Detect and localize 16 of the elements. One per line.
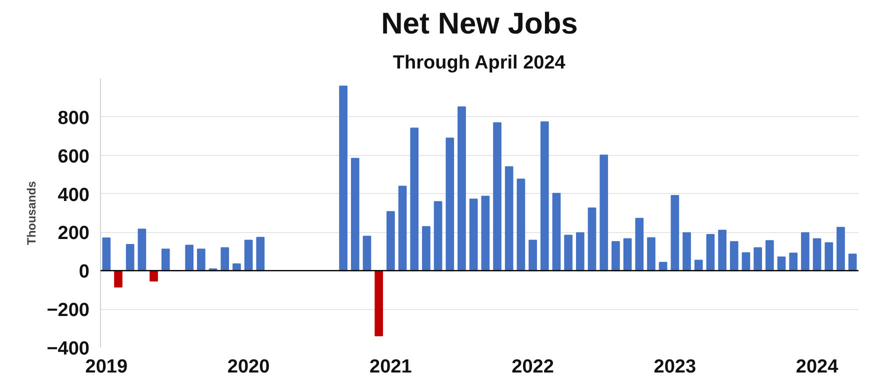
chart-title: Net New Jobs: [381, 8, 578, 40]
x-tick-label: 2021: [370, 356, 412, 377]
y-tick-label: 0: [78, 262, 90, 283]
x-tick-label: 2020: [227, 356, 270, 377]
y-tick-label: 400: [58, 184, 90, 206]
y-tick-label: 200: [58, 223, 90, 244]
y-tick-label: −400: [46, 338, 90, 360]
x-tick-label: 2019: [85, 356, 128, 377]
chart-subtitle: Through April 2024: [392, 52, 566, 74]
y-tick-label: 600: [58, 146, 90, 168]
y-tick-label: −200: [46, 300, 90, 322]
x-tick-label: 2022: [512, 356, 554, 377]
x-tick-label: 2024: [796, 356, 839, 377]
y-axis-title: Thousands: [24, 180, 39, 245]
x-tick-label: 2023: [654, 356, 696, 377]
y-tick-label: 800: [58, 108, 90, 129]
